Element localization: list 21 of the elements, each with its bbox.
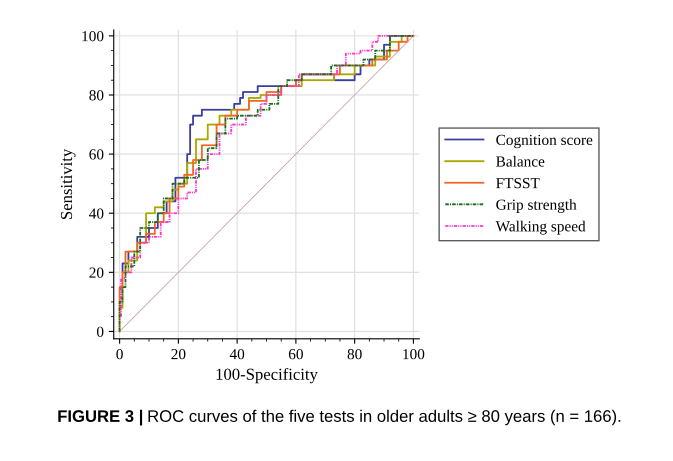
y-tick-label: 20 bbox=[89, 267, 104, 278]
x-tick-label: 80 bbox=[348, 349, 362, 360]
y-tick-label: 80 bbox=[89, 90, 104, 100]
legend-label: Cognition score bbox=[496, 134, 592, 148]
legend-label: FTSST bbox=[496, 178, 540, 188]
y-tick-label: 40 bbox=[89, 208, 104, 219]
text: ROC curves of the five tests in older adults ≥ 80 years (n = 166). bbox=[148, 410, 620, 426]
y-tick-label: 100 bbox=[82, 31, 104, 42]
x-tick-label: 0 bbox=[116, 349, 123, 360]
y-tick-label: 0 bbox=[96, 326, 104, 337]
x-tick-label: 40 bbox=[230, 349, 244, 360]
x-tick-label: 60 bbox=[288, 349, 303, 360]
x-axis-title: 100-Specificity bbox=[216, 368, 318, 384]
x-tick-label: 100 bbox=[403, 349, 424, 360]
legend-label: Walking speed bbox=[496, 220, 586, 235]
x-tick-label: 20 bbox=[171, 349, 186, 360]
caption: FIGURE 3 | bbox=[58, 410, 142, 426]
y-axis-title: Sensitivity bbox=[60, 148, 76, 219]
y-tick-label: 60 bbox=[89, 149, 104, 160]
legend-label: Balance bbox=[496, 156, 544, 167]
legend-label: Grip strength bbox=[496, 199, 577, 213]
